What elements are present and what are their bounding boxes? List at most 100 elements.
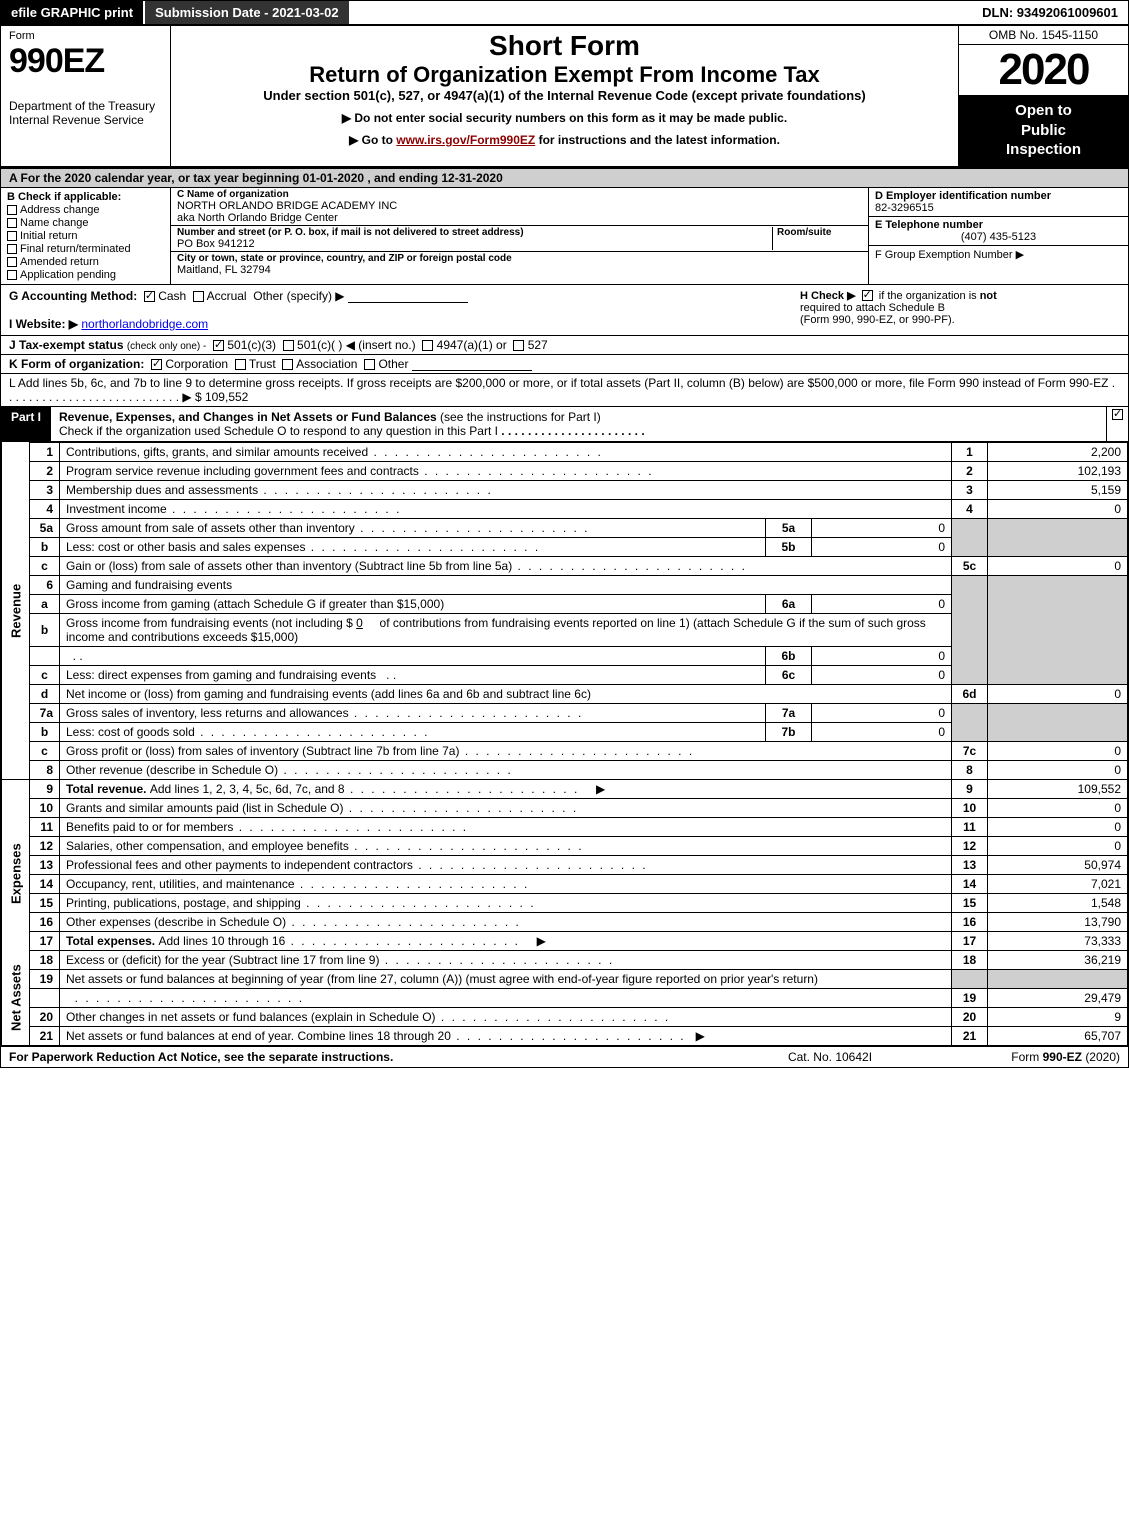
website-link[interactable]: northorlandobridge.com: [81, 317, 208, 331]
cb-accrual[interactable]: [193, 291, 204, 302]
title-return: Return of Organization Exempt From Incom…: [179, 62, 950, 88]
ln-1: 1: [30, 442, 60, 461]
org-aka: aka North Orlando Bridge Center: [177, 212, 862, 224]
lab-address-change: Address change: [20, 204, 100, 216]
box-21: 21: [952, 1026, 988, 1045]
iv-5b: 0: [812, 537, 952, 556]
ln-20: 20: [30, 1007, 60, 1026]
ln-4: 4: [30, 499, 60, 518]
cb-corp[interactable]: [151, 359, 162, 370]
d-5a: Gross amount from sale of assets other t…: [66, 521, 590, 535]
part1-checkbox[interactable]: [1106, 407, 1128, 441]
shade-19: [952, 969, 988, 988]
v-3: 5,159: [988, 480, 1128, 499]
cb-initial-return[interactable]: [7, 231, 17, 241]
v-10: 0: [988, 798, 1128, 817]
phone: (407) 435-5123: [875, 231, 1122, 243]
cb-h-not-required[interactable]: [862, 290, 873, 301]
box-2: 2: [952, 461, 988, 480]
cb-cash[interactable]: [144, 291, 155, 302]
header-right: OMB No. 1545-1150 2020 Open to Public In…: [958, 26, 1128, 166]
h-text1: if the organization is: [879, 290, 980, 302]
part1-title: Revenue, Expenses, and Changes in Net As…: [51, 407, 1106, 441]
d-1: Contributions, gifts, grants, and simila…: [66, 445, 603, 459]
j-row: J Tax-exempt status (check only one) - 5…: [1, 336, 1128, 355]
form-header: Form 990EZ Department of the Treasury In…: [1, 26, 1128, 169]
il-6b: 6b: [766, 646, 812, 665]
cb-trust[interactable]: [235, 359, 246, 370]
box-6d: 6d: [952, 684, 988, 703]
i-label: I Website: ▶: [9, 317, 78, 331]
foot-r-form: 990-EZ: [1043, 1050, 1082, 1064]
ein: 82-3296515: [875, 202, 1122, 214]
d-15: Printing, publications, postage, and shi…: [66, 896, 536, 910]
identity-grid: B Check if applicable: Address change Na…: [1, 188, 1128, 285]
ln-8: 8: [30, 760, 60, 779]
lab-accrual: Accrual: [207, 289, 247, 303]
cb-address-change[interactable]: [7, 205, 17, 215]
section-revenue: Revenue: [2, 442, 30, 779]
ln-18: 18: [30, 950, 60, 969]
iv-5a: 0: [812, 518, 952, 537]
ln-5b: b: [30, 537, 60, 556]
other-specify-input[interactable]: [348, 289, 468, 303]
k-row: K Form of organization: Corporation Trus…: [1, 355, 1128, 374]
cb-name-change[interactable]: [7, 218, 17, 228]
v-17: 73,333: [988, 931, 1128, 950]
cb-application-pending[interactable]: [7, 270, 17, 280]
iv-6c: 0: [812, 665, 952, 684]
cb-assoc[interactable]: [282, 359, 293, 370]
title-warning: ▶ Do not enter social security numbers o…: [179, 111, 950, 125]
col-d-ids: D Employer identification number 82-3296…: [868, 188, 1128, 284]
d-6b-amt: 0: [356, 616, 363, 630]
lab-4947: 4947(a)(1) or: [437, 338, 507, 352]
d-6d: Net income or (loss) from gaming and fun…: [60, 684, 952, 703]
open-to-public: Open to Public Inspection: [959, 95, 1128, 166]
ln-11: 11: [30, 817, 60, 836]
arrow-21: ▶: [696, 1029, 705, 1043]
goto-pre: ▶ Go to: [349, 133, 396, 147]
ln-7c: c: [30, 741, 60, 760]
other-org-input[interactable]: [412, 357, 532, 371]
city-label: City or town, state or province, country…: [177, 253, 862, 264]
ln-2: 2: [30, 461, 60, 480]
cb-501c[interactable]: [283, 340, 294, 351]
cb-amended-return[interactable]: [7, 257, 17, 267]
h-text3: (Form 990, 990-EZ, or 990-PF).: [800, 314, 955, 326]
box-5c: 5c: [952, 556, 988, 575]
ln-5c: c: [30, 556, 60, 575]
col-b-checks: B Check if applicable: Address change Na…: [1, 188, 171, 284]
l-amount: $ 109,552: [195, 390, 248, 404]
cb-4947[interactable]: [422, 340, 433, 351]
iv-7b: 0: [812, 722, 952, 741]
foot-r-pre: Form: [1011, 1050, 1042, 1064]
cb-501c3[interactable]: [213, 340, 224, 351]
h-not: not: [980, 290, 997, 302]
d-10: Grants and similar amounts paid (list in…: [66, 801, 578, 815]
d-5b: Less: cost or other basis and sales expe…: [66, 540, 540, 554]
section-net-assets: Net Assets: [2, 950, 30, 1045]
ln-3: 3: [30, 480, 60, 499]
title-goto: ▶ Go to www.irs.gov/Form990EZ for instru…: [179, 133, 950, 147]
k-label: K Form of organization:: [9, 357, 144, 371]
box-15: 15: [952, 893, 988, 912]
d-9-2: Add lines 1, 2, 3, 4, 5c, 6d, 7c, and 8: [150, 782, 580, 796]
lab-other: Other (specify) ▶: [253, 289, 344, 303]
cb-other-org[interactable]: [364, 359, 375, 370]
g-label: G Accounting Method:: [9, 289, 137, 303]
lab-501c3: 501(c)(3): [227, 338, 276, 352]
cb-final-return[interactable]: [7, 244, 17, 254]
shade-7v: [988, 703, 1128, 741]
org-address: PO Box 941212: [177, 238, 772, 250]
efile-print-button[interactable]: efile GRAPHIC print: [1, 1, 145, 24]
shade-19v: [988, 969, 1128, 988]
ln-14: 14: [30, 874, 60, 893]
cb-527[interactable]: [513, 340, 524, 351]
d-7c: Gross profit or (loss) from sales of inv…: [66, 744, 694, 758]
lab-assoc: Association: [296, 357, 357, 371]
irs-link[interactable]: www.irs.gov/Form990EZ: [396, 133, 535, 147]
org-city: Maitland, FL 32794: [177, 264, 862, 276]
open2: Public: [1021, 122, 1066, 139]
v-12: 0: [988, 836, 1128, 855]
dept-text: Department of the Treasury: [9, 99, 155, 113]
